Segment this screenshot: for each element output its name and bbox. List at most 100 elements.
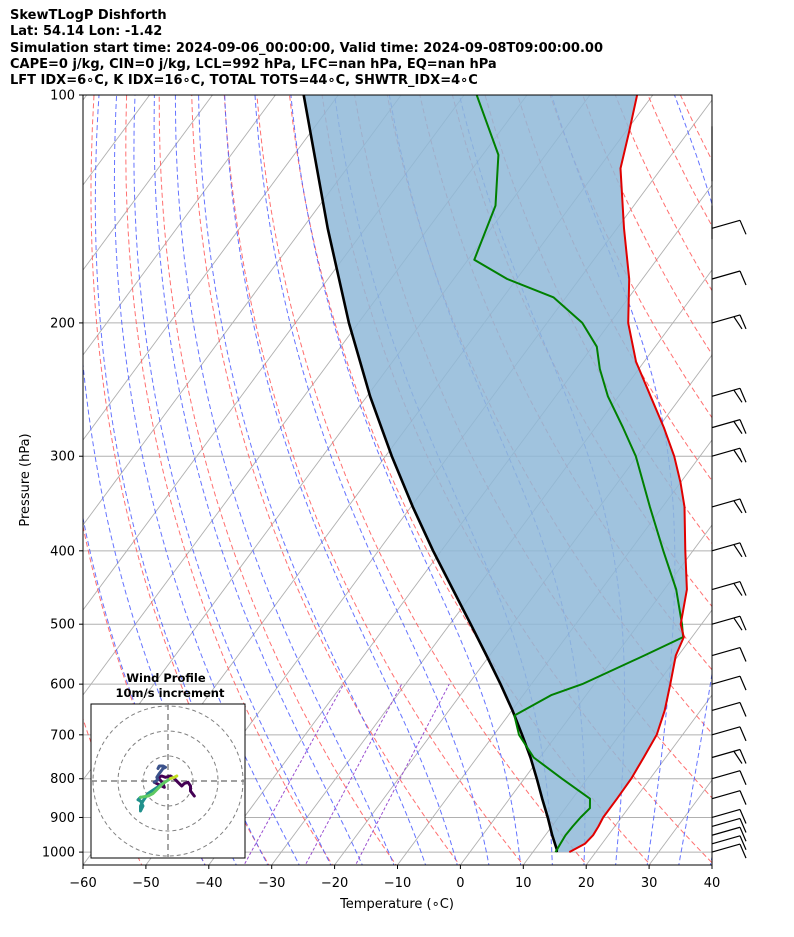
wind-barb-flag <box>733 316 743 330</box>
wind-barb-flag <box>739 790 747 805</box>
cape-cin-area <box>303 95 687 853</box>
wind-barb-flag <box>739 388 747 403</box>
dry-adiabat <box>256 95 588 865</box>
isotherm <box>83 95 339 441</box>
hodograph-inset: Wind Profile 10m/s increment <box>90 671 246 859</box>
hodograph-title: Wind Profile <box>126 671 206 685</box>
isotherm <box>83 95 88 101</box>
wind-barb-flag <box>739 770 747 785</box>
moist-adiabat <box>133 95 332 865</box>
wind-barb-shaft <box>711 387 741 397</box>
x-tick-label: −40 <box>195 876 222 891</box>
wind-barb-flag <box>733 583 743 596</box>
y-tick-label: 400 <box>50 544 75 559</box>
wind-barb-shaft <box>711 419 741 429</box>
wind-barb-flag <box>739 615 747 631</box>
hodograph-trace <box>152 764 167 784</box>
wind-barb-shaft <box>711 219 741 229</box>
wind-barb-shaft <box>711 726 741 736</box>
wind-barb-shaft <box>711 701 741 712</box>
y-axis-label: Pressure (hPa) <box>18 433 33 526</box>
y-tick-label: 800 <box>50 772 75 787</box>
hodograph-plot <box>91 704 245 858</box>
isotherm <box>585 694 712 865</box>
wind-barb-flag <box>739 647 747 662</box>
y-tick-label: 100 <box>50 89 75 104</box>
moist-adiabat <box>290 95 522 865</box>
wind-barb-flag <box>733 389 743 403</box>
hodograph-trace <box>136 782 165 813</box>
wind-barb-flag <box>739 726 747 742</box>
x-axis-ticks: −60 −50 −40 −30 −20 −10 0 10 20 30 40 <box>69 865 720 891</box>
x-tick-label: −30 <box>258 876 285 891</box>
mixing-ratio-lines <box>243 683 450 865</box>
x-tick-label: 0 <box>456 876 464 891</box>
wind-barb-shaft <box>711 615 741 625</box>
wind-barb-shaft <box>711 843 741 853</box>
cape-shading <box>303 95 687 853</box>
wind-barb-flag <box>733 449 743 463</box>
wind-barb-shaft <box>711 447 741 457</box>
wind-barb-shaft <box>711 817 741 828</box>
wind-barb-flag <box>739 542 747 558</box>
wind-barb-shaft <box>711 748 741 759</box>
parcel-path-line <box>302 95 559 853</box>
wind-barb-flag <box>739 220 747 235</box>
wind-barb-flag <box>739 749 747 764</box>
moist-adiabat <box>113 95 300 865</box>
wind-barb-flag <box>739 818 747 833</box>
wind-barb-flag <box>739 270 747 286</box>
wind-barb-shaft <box>711 498 741 508</box>
wind-barb-flag <box>733 617 743 631</box>
wind-barb-flag <box>739 498 747 514</box>
location-line: Lat: 54.14 Lon: -1.42 <box>10 24 163 40</box>
sounding-series <box>302 95 688 853</box>
y-tick-label: 1000 <box>42 846 75 861</box>
y-tick-label: 900 <box>50 811 75 826</box>
wind-barb-flag <box>733 544 743 558</box>
x-tick-label: 10 <box>515 876 532 891</box>
wind-barb-flag <box>739 447 747 463</box>
x-tick-label: 40 <box>704 876 721 891</box>
wind-barb-flag <box>739 314 747 330</box>
isotherm <box>397 439 712 865</box>
wind-barb-flag <box>739 827 747 842</box>
wind-barb-flag <box>739 419 747 434</box>
mixing-ratio-line <box>355 683 450 865</box>
moist-adiabat <box>153 95 363 865</box>
wind-barb-flag <box>739 702 747 717</box>
wind-barb-flag <box>733 500 743 514</box>
wind-barb-flag <box>739 675 747 691</box>
y-tick-label: 600 <box>50 678 75 693</box>
chart-header: SkewTLogP Dishforth Lat: 54.14 Lon: -1.4… <box>10 8 603 89</box>
mixing-ratio-line <box>304 683 403 865</box>
y-axis-ticks: 100 200 300 400 500 600 700 800 900 1000 <box>42 89 83 861</box>
moist-adiabat <box>174 95 395 865</box>
wind-barb-flag <box>739 809 747 824</box>
hodograph-subtitle: 10m/s increment <box>116 686 225 700</box>
hodograph-trace <box>139 777 172 799</box>
wind-barb-shaft <box>711 790 741 800</box>
wind-barb-shaft <box>711 826 741 836</box>
x-tick-label: −10 <box>384 876 411 891</box>
wind-barb-shaft <box>711 270 741 280</box>
y-tick-label: 200 <box>50 316 75 331</box>
moist-adiabat <box>224 95 458 865</box>
wind-barb-flag <box>739 835 747 851</box>
moist-adiabat <box>709 854 712 865</box>
x-axis-label: Temperature (∘C) <box>339 897 454 912</box>
dry-adiabat <box>90 95 270 865</box>
wind-barb-shaft <box>711 646 741 657</box>
indices-line: LFT IDX=6∘C, K IDX=16∘C, TOTAL TOTS=44∘C… <box>10 73 478 89</box>
x-tick-label: −20 <box>321 876 348 891</box>
y-tick-label: 300 <box>50 450 75 465</box>
hodograph-trace <box>169 774 179 780</box>
wind-barb-shaft <box>711 675 741 685</box>
wind-barb-flag <box>733 751 743 764</box>
dry-adiabat <box>778 95 794 868</box>
dry-adiabat <box>125 95 334 865</box>
x-tick-label: 20 <box>578 876 595 891</box>
wind-barb-flag <box>733 421 743 434</box>
x-tick-label: −50 <box>132 876 159 891</box>
dry-adiabat <box>223 95 524 865</box>
